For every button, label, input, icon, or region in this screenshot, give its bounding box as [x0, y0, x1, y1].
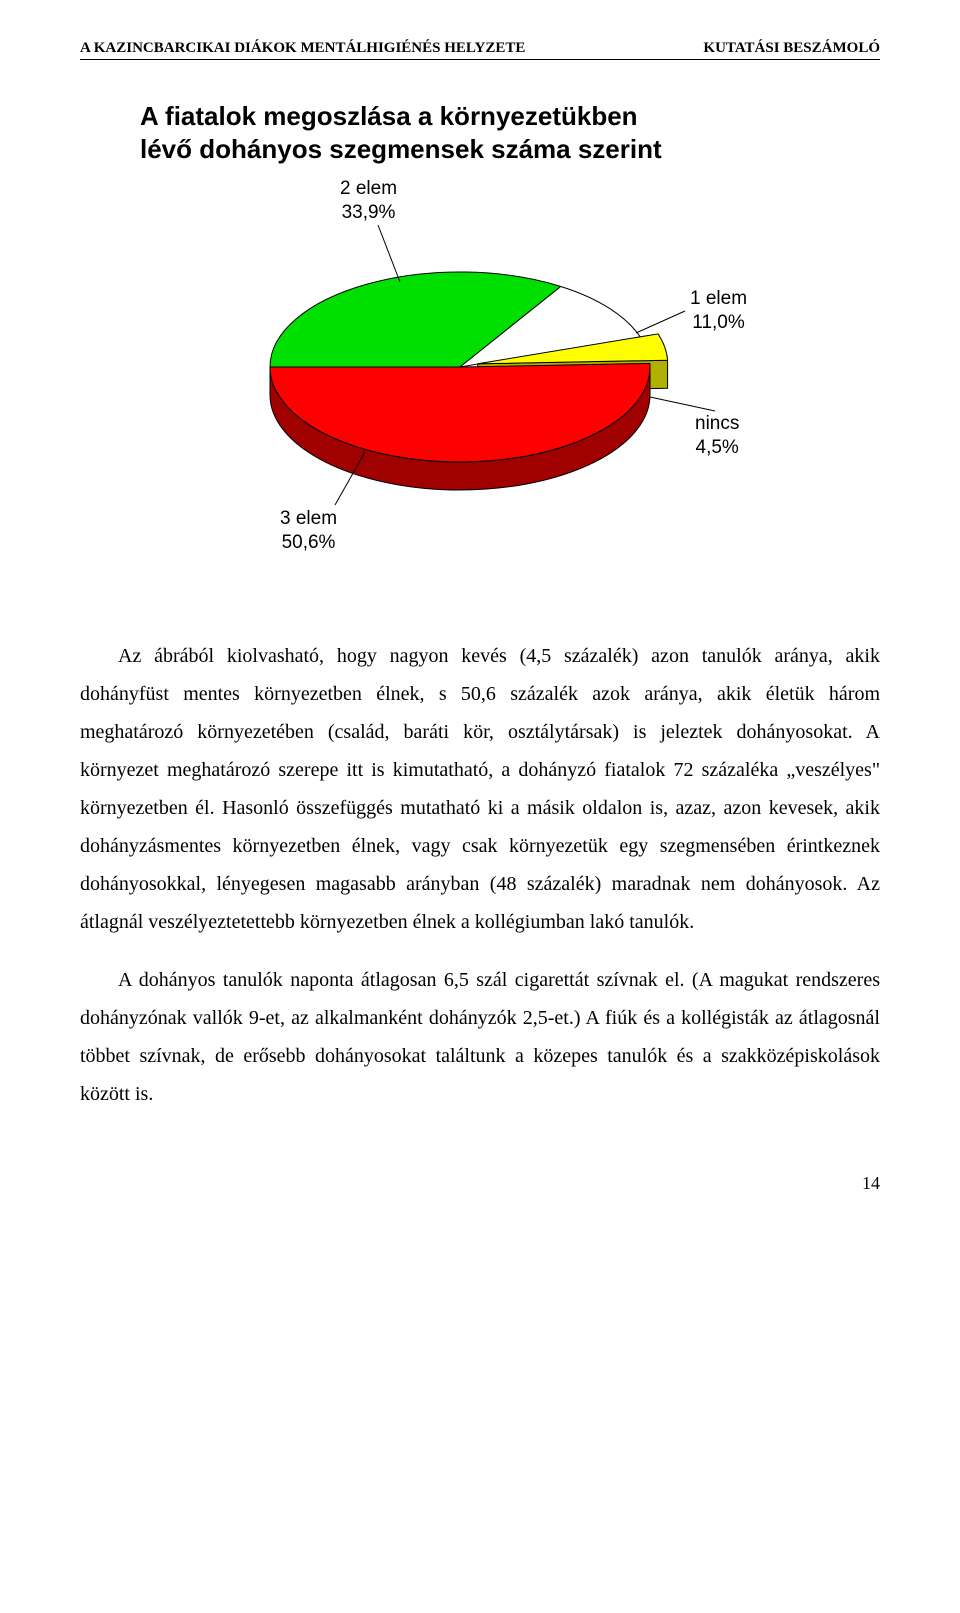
- body-paragraph-1: Az ábrából kiolvasható, hogy nagyon kevé…: [80, 637, 880, 941]
- body-paragraph-2: A dohányos tanulók naponta átlagosan 6,5…: [80, 961, 880, 1113]
- pie-chart: 2 elem 33,9% 1 elem 11,0% nincs 4,5% 3 e…: [130, 177, 830, 597]
- leader-line: [130, 177, 830, 597]
- header-left: A KAZINCBARCIKAI DIÁKOK MENTÁLHIGIÉNÉS H…: [80, 40, 525, 57]
- chart-title-line1: A fiatalok megoszlása a környezetükben: [140, 101, 638, 131]
- chart-title-line2: lévő dohányos szegmensek száma szerint: [140, 134, 662, 164]
- chart-title: A fiatalok megoszlása a környezetükben l…: [140, 100, 880, 165]
- header-right: KUTATÁSI BESZÁMOLÓ: [703, 40, 880, 57]
- page-number: 14: [80, 1173, 880, 1194]
- page-header: A KAZINCBARCIKAI DIÁKOK MENTÁLHIGIÉNÉS H…: [80, 40, 880, 60]
